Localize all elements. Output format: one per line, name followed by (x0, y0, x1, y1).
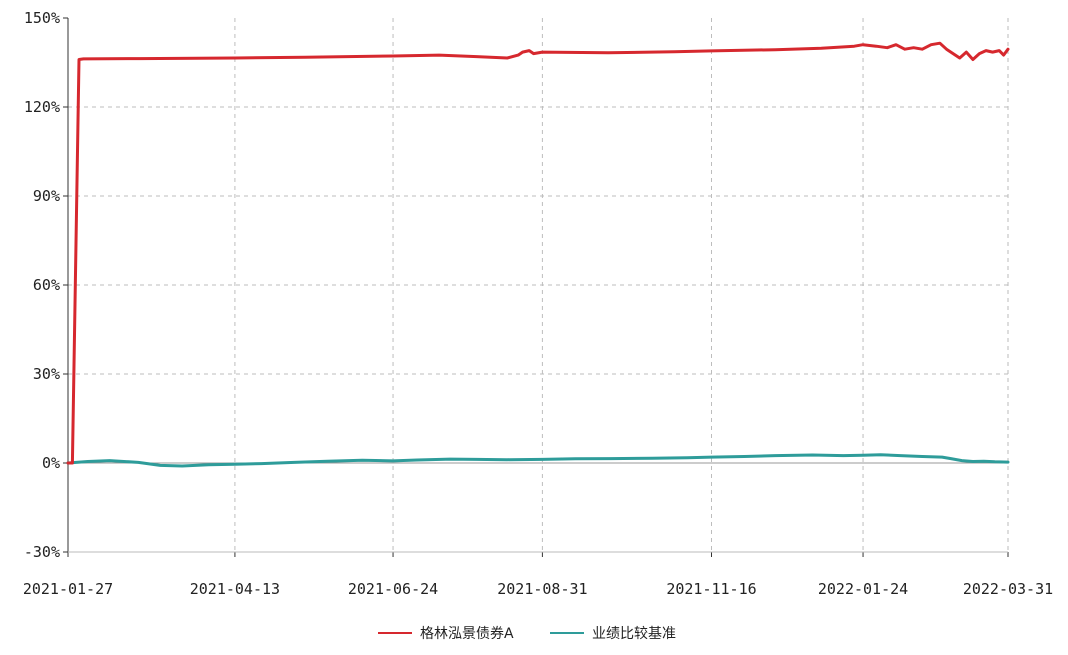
x-tick-label: 2021-01-27 (23, 580, 113, 598)
y-tick-label: 90% (33, 187, 60, 205)
x-tick-label: 2021-11-16 (666, 580, 756, 598)
y-tick-label: -30% (24, 543, 60, 561)
series-line-0 (66, 41, 1010, 465)
y-tick-label: 60% (33, 276, 60, 294)
series-line-1 (66, 453, 1010, 468)
x-tick-label: 2021-06-24 (348, 580, 438, 598)
y-tick-label: 120% (24, 98, 60, 116)
y-tick-label: 150% (24, 9, 60, 27)
y-tick-label: 30% (33, 365, 60, 383)
y-tick-label: 0% (42, 454, 60, 472)
legend-label-1: 业绩比较基准 (592, 625, 676, 642)
x-tick-label: 2022-03-31 (963, 580, 1053, 598)
x-tick-label: 2022-01-24 (818, 580, 908, 598)
legend-label-0: 格林泓景债券A (420, 626, 514, 642)
x-tick-label: 2021-08-31 (497, 580, 587, 598)
x-tick-label: 2021-04-13 (190, 580, 280, 598)
